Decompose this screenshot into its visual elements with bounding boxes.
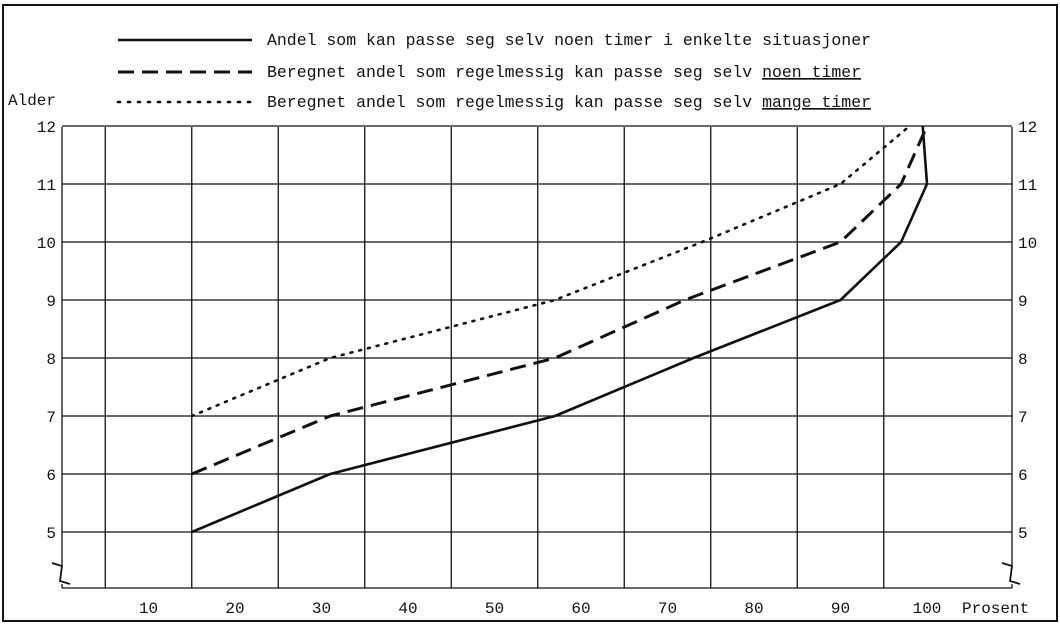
tick-labels: 5 5 6 6 7 7 8 8 9 9 10 10 11 11 12 12 10 20 30 40 50 60 70 80 90…	[37, 119, 1037, 618]
series-line-dotted	[190, 124, 912, 418]
series-layer	[190, 124, 929, 534]
y-tick-label-left: 11	[37, 177, 56, 195]
y-tick-label-left: 7	[46, 409, 56, 427]
y-tick-label-left: 10	[37, 235, 56, 253]
x-tick-label: 10	[139, 600, 158, 618]
y-tick-label-right: 12	[1018, 119, 1037, 137]
x-tick-label: 80	[744, 600, 763, 618]
y-tick-label-right: 9	[1018, 293, 1028, 311]
x-tick-label: 70	[658, 600, 677, 618]
x-tick-label: 100	[913, 600, 942, 618]
grid	[51, 125, 1021, 589]
x-axis-title: Prosent	[962, 600, 1029, 618]
x-tick-label: 30	[312, 600, 331, 618]
legend-label-dotted: Beregnet andel som regelmessig kan passe…	[267, 93, 871, 112]
y-tick-label-right: 11	[1018, 177, 1037, 195]
y-axis-title: Alder	[8, 92, 56, 110]
y-tick-label-left: 5	[46, 525, 56, 543]
legend-label-dashed-underlined: noen timer	[762, 63, 861, 82]
chart-frame	[2, 4, 1058, 622]
y-tick-label-right: 5	[1018, 525, 1028, 543]
legend: Andel som kan passe seg selv noen timer …	[116, 31, 871, 112]
y-tick-label-left: 8	[46, 351, 56, 369]
y-tick-label-right: 6	[1018, 467, 1028, 485]
y-tick-label-left: 6	[46, 467, 56, 485]
y-tick-label-right: 10	[1018, 235, 1037, 253]
legend-label-dotted-plain: Beregnet andel som regelmessig kan passe…	[267, 93, 752, 112]
legend-label-solid: Andel som kan passe seg selv noen timer …	[267, 31, 871, 50]
y-tick-label-right: 7	[1018, 409, 1028, 427]
axis-break-symbol	[1001, 562, 1021, 585]
series-line-solid	[191, 125, 929, 534]
legend-label-dotted-underlined: mange timer	[762, 93, 871, 112]
series-line-dashed	[191, 125, 929, 476]
x-tick-label: 20	[225, 600, 244, 618]
axis-break-symbol	[51, 562, 71, 585]
legend-label-dashed: Beregnet andel som regelmessig kan passe…	[267, 63, 861, 82]
x-tick-label: 90	[831, 600, 850, 618]
x-tick-label: 40	[398, 600, 417, 618]
x-tick-label: 50	[485, 600, 504, 618]
y-tick-label-right: 8	[1018, 351, 1028, 369]
y-tick-label-left: 12	[37, 119, 56, 137]
x-tick-label: 60	[571, 600, 590, 618]
legend-label-dashed-plain: Beregnet andel som regelmessig kan passe…	[267, 63, 752, 82]
y-tick-label-left: 9	[46, 293, 56, 311]
